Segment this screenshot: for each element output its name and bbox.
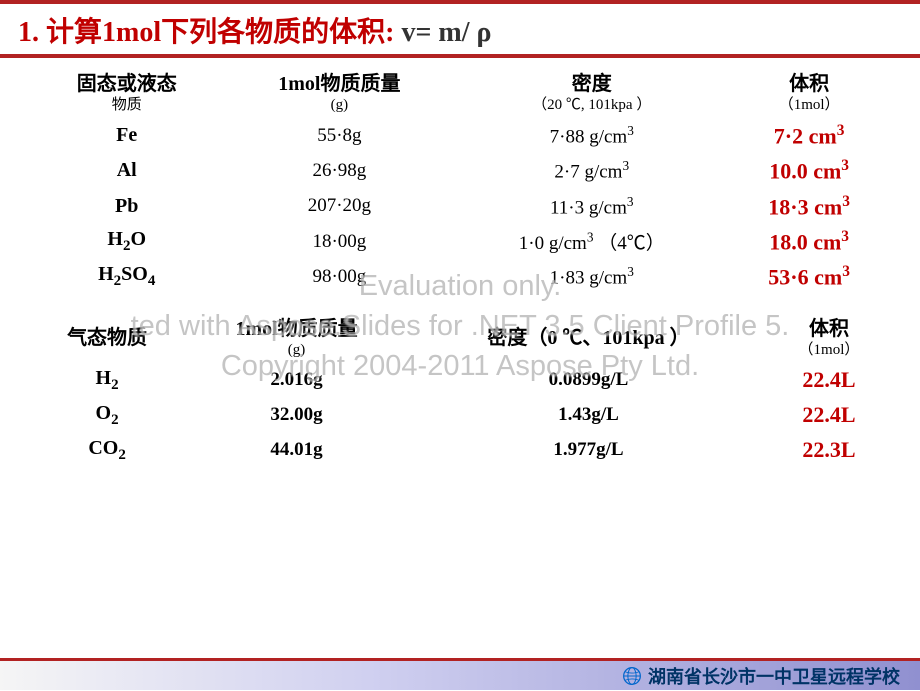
mass-cell: 98·00g	[223, 259, 455, 294]
globe-icon	[622, 666, 642, 686]
volume-cell: 22.4L	[768, 398, 890, 433]
density-cell: 0.0899g/L	[409, 363, 768, 398]
title-colon: :	[385, 17, 401, 48]
volume-cell: 18·3 cm3	[728, 189, 890, 224]
volume-cell: 22.3L	[768, 433, 890, 468]
col-mass: 1mol物质质量 (g)	[223, 68, 455, 118]
table-row: Pb207·20g11·3 g/cm318·3 cm3	[30, 189, 890, 224]
volume-cell: 22.4L	[768, 363, 890, 398]
table-header-row: 固态或液态 物质 1mol物质质量 (g) 密度 （20 ℃, 101kpa ）…	[30, 68, 890, 118]
substance-cell: H2	[30, 363, 184, 398]
slide-title: 1. 计算1mol下列各物质的体积: v= m/ ρ	[0, 4, 920, 54]
volume-cell: 53·6 cm3	[728, 259, 890, 294]
density-cell: 11·3 g/cm3	[455, 189, 728, 224]
substance-cell: H2SO4	[30, 259, 223, 294]
title-prefix: 1. 计算1mol下列各物质的体积	[18, 17, 385, 48]
substance-cell: Pb	[30, 189, 223, 224]
mass-cell: 207·20g	[223, 189, 455, 224]
mass-cell: 26·98g	[223, 153, 455, 188]
mass-cell: 55·8g	[223, 118, 455, 153]
table-row: Al26·98g2·7 g/cm310.0 cm3	[30, 153, 890, 188]
mass-cell: 2.016g	[184, 363, 409, 398]
col-volume: 体积 （1mol）	[768, 313, 890, 363]
volume-cell: 10.0 cm3	[728, 153, 890, 188]
footer: 湖南省长沙市一中卫星远程学校	[0, 658, 920, 690]
col-volume: 体积 （1mol）	[728, 68, 890, 118]
footer-bar: 湖南省长沙市一中卫星远程学校	[0, 661, 920, 690]
density-cell: 1.977g/L	[409, 433, 768, 468]
table-row: H2SO498·00g1·83 g/cm353·6 cm3	[30, 259, 890, 294]
table-header-row: 气态物质 1mol物质质量 (g) 密度（0 ℃、101kpa ） 体积 （1m…	[30, 313, 890, 363]
density-cell: 7·88 g/cm3	[455, 118, 728, 153]
footer-text: 湖南省长沙市一中卫星远程学校	[648, 663, 900, 689]
substance-cell: O2	[30, 398, 184, 433]
density-cell: 1.43g/L	[409, 398, 768, 433]
table-row: H2O18·00g1·0 g/cm3 （4℃）18.0 cm3	[30, 224, 890, 259]
col-substance: 固态或液态 物质	[30, 68, 223, 118]
mass-cell: 44.01g	[184, 433, 409, 468]
col-density: 密度 （20 ℃, 101kpa ）	[455, 68, 728, 118]
volume-cell: 18.0 cm3	[728, 224, 890, 259]
density-cell: 1·0 g/cm3 （4℃）	[455, 224, 728, 259]
volume-cell: 7·2 cm3	[728, 118, 890, 153]
table-row: O232.00g1.43g/L22.4L	[30, 398, 890, 433]
substance-cell: CO2	[30, 433, 184, 468]
col-density: 密度（0 ℃、101kpa ）	[409, 313, 768, 363]
substance-cell: Fe	[30, 118, 223, 153]
table-row: CO244.01g1.977g/L22.3L	[30, 433, 890, 468]
substance-cell: H2O	[30, 224, 223, 259]
table-row: Fe55·8g7·88 g/cm37·2 cm3	[30, 118, 890, 153]
table-row: H22.016g0.0899g/L22.4L	[30, 363, 890, 398]
mass-cell: 18·00g	[223, 224, 455, 259]
mass-cell: 32.00g	[184, 398, 409, 433]
substance-cell: Al	[30, 153, 223, 188]
density-cell: 2·7 g/cm3	[455, 153, 728, 188]
content-area: 固态或液态 物质 1mol物质质量 (g) 密度 （20 ℃, 101kpa ）…	[0, 58, 920, 468]
gases-table: 气态物质 1mol物质质量 (g) 密度（0 ℃、101kpa ） 体积 （1m…	[30, 313, 890, 468]
col-substance: 气态物质	[30, 313, 184, 363]
solids-liquids-table: 固态或液态 物质 1mol物质质量 (g) 密度 （20 ℃, 101kpa ）…	[30, 68, 890, 295]
title-formula: v= m/ ρ	[401, 17, 491, 48]
density-cell: 1·83 g/cm3	[455, 259, 728, 294]
col-mass: 1mol物质质量 (g)	[184, 313, 409, 363]
